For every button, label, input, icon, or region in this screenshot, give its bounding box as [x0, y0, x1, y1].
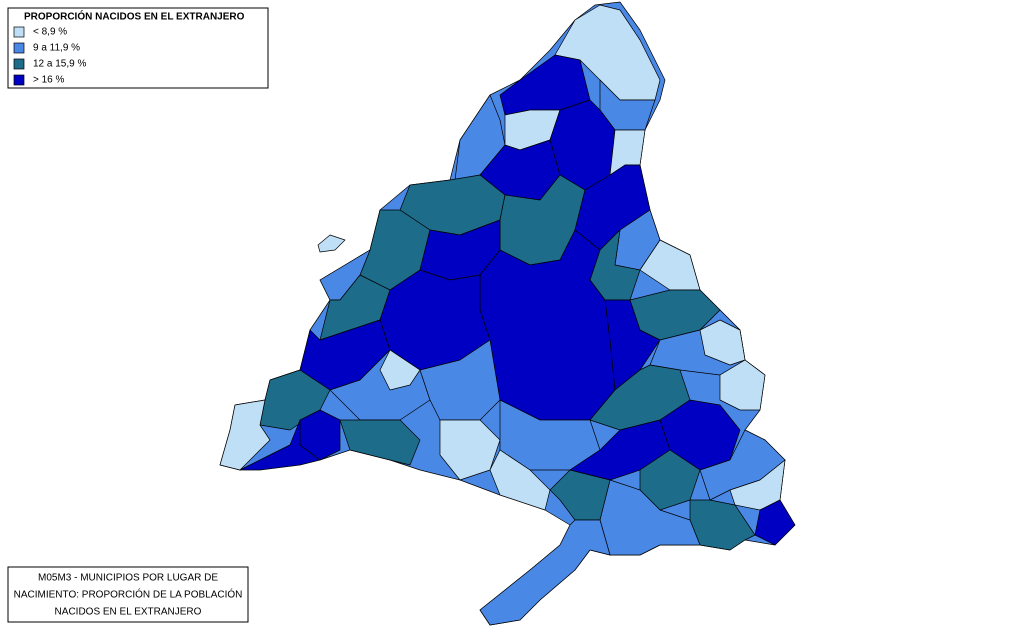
- municipality: [604, 299, 661, 391]
- municipality: [239, 419, 321, 471]
- enclave: [317, 234, 346, 253]
- municipality: [754, 499, 796, 546]
- municipality: [719, 359, 766, 411]
- municipality: [479, 519, 611, 626]
- caption: M05M3 - MUNICIPIOS POR LUGAR DE NACIMIENT…: [14, 573, 243, 618]
- legend-swatch: [13, 26, 25, 38]
- legend-title: PROPORCIÓN NACIDOS EN EL EXTRANJERO: [24, 10, 245, 23]
- legend-swatch: [13, 74, 25, 86]
- caption-box: [7, 566, 249, 623]
- legend: < 8,9 % 9 a 11,9 % 12 a 15,9 % > 16 %: [13, 26, 86, 86]
- legend-label: < 8,9 %: [33, 27, 67, 38]
- legend-label: 12 a 15,9 %: [33, 59, 86, 70]
- legend-label: > 16 %: [33, 75, 65, 86]
- municipality: [339, 419, 421, 466]
- municipality: [489, 449, 551, 511]
- municipality: [639, 239, 701, 291]
- municipality: [379, 349, 421, 391]
- caption-line: NACIMIENTO: PROPORCIÓN DE LA POBLACIÓN: [14, 588, 243, 601]
- caption-line: M05M3 - MUNICIPIOS POR LUGAR DE: [38, 573, 218, 584]
- legend-swatch: [13, 58, 25, 70]
- municipality: [219, 399, 271, 471]
- municipality: [419, 339, 501, 421]
- legend-box: [7, 7, 269, 89]
- legend-swatch: [13, 42, 25, 54]
- legend-label: 9 a 11,9 %: [33, 43, 80, 54]
- map: [219, 1, 796, 626]
- caption-line: NACIDOS EN EL EXTRANJERO: [55, 607, 202, 618]
